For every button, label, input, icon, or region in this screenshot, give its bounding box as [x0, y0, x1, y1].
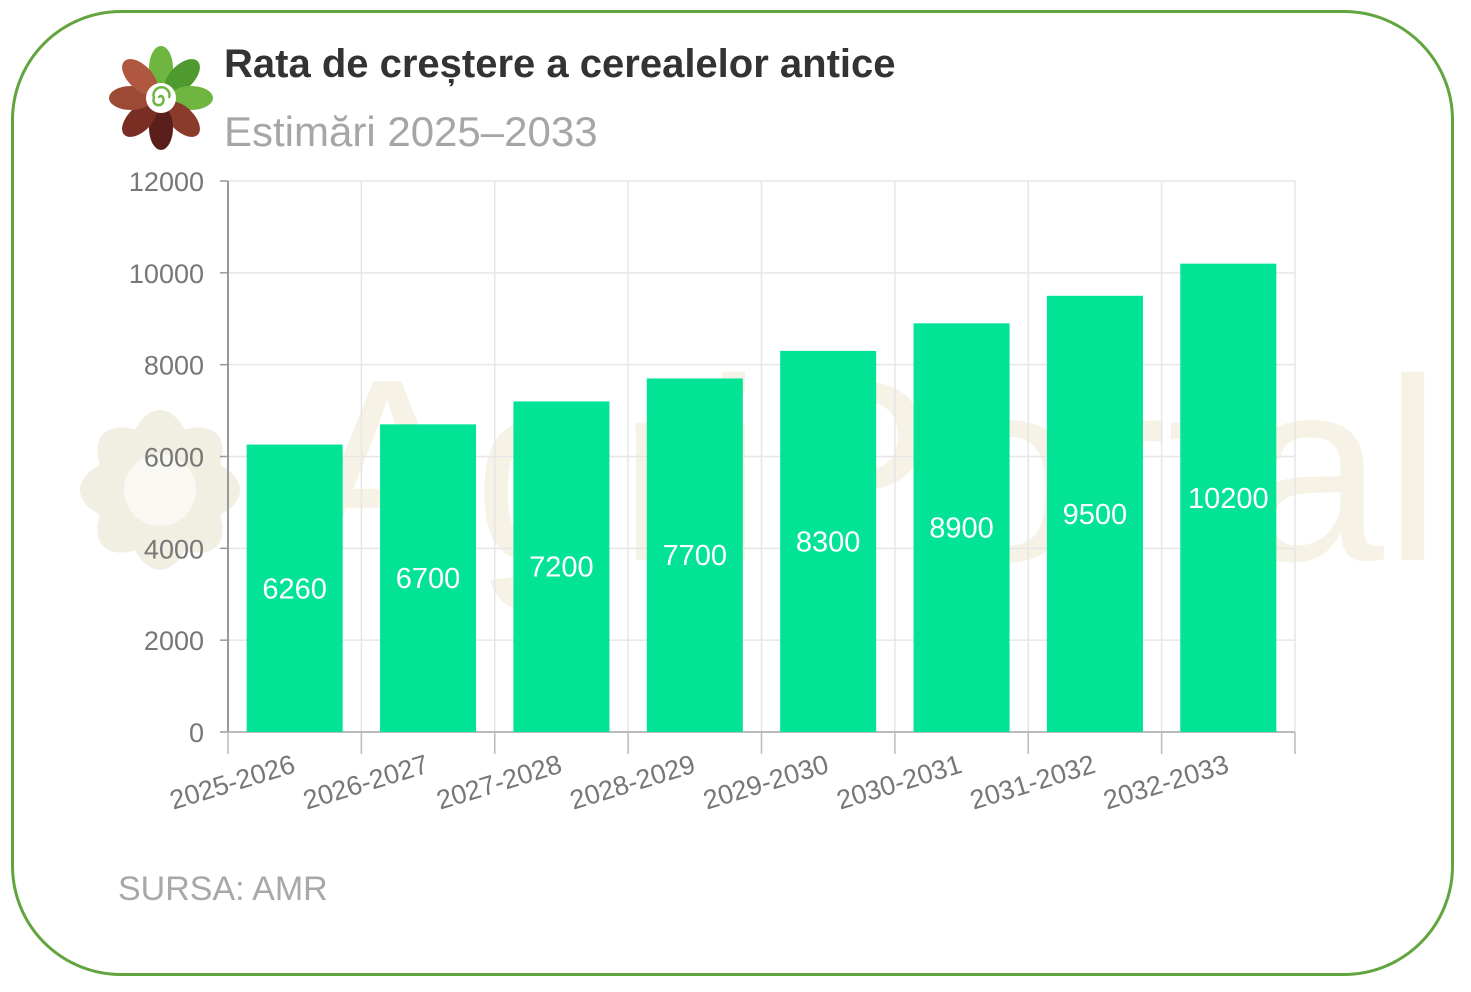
x-tick-label: 2032-2033	[1100, 749, 1232, 815]
x-tick-label: 2028-2029	[566, 749, 698, 815]
bar-data-label: 6260	[262, 573, 327, 605]
y-tick-label: 4000	[144, 534, 204, 564]
bar-data-label: 9500	[1063, 499, 1128, 531]
bar	[913, 323, 1010, 732]
bar	[246, 444, 343, 732]
y-tick-label: 6000	[144, 443, 204, 473]
x-tick-label: 2029-2030	[700, 749, 832, 815]
x-tick-label: 2031-2032	[966, 749, 1098, 815]
bar-data-label: 10200	[1188, 483, 1269, 515]
bar-data-label: 7200	[529, 552, 594, 584]
y-tick-label: 2000	[144, 626, 204, 656]
bar	[380, 424, 477, 732]
x-tick-label: 2025-2026	[166, 749, 298, 815]
bar	[646, 378, 743, 732]
x-tick-label: 2030-2031	[833, 749, 965, 815]
y-tick-label: 10000	[129, 259, 204, 289]
bar-data-label: 8900	[929, 513, 994, 545]
chart-title: Rata de creștere a cerealelor antice	[224, 42, 896, 86]
bar	[513, 401, 610, 732]
bar-data-label: 8300	[796, 526, 861, 558]
watermark-flower-icon	[80, 410, 240, 570]
bar-data-label: 7700	[663, 540, 728, 572]
bar	[1046, 295, 1143, 732]
x-tick-label: 2027-2028	[433, 749, 565, 815]
chart-subtitle: Estimări 2025–2033	[224, 108, 598, 155]
x-tick-label: 2026-2027	[300, 749, 432, 815]
bar	[780, 350, 877, 732]
bar	[1180, 263, 1277, 732]
source-note: SURSA: AMR	[118, 870, 328, 908]
logo-flower-icon	[109, 46, 213, 150]
bar-data-label: 6700	[396, 563, 461, 595]
y-tick-label: 8000	[144, 351, 204, 381]
y-tick-label: 0	[189, 718, 204, 748]
y-tick-label: 12000	[129, 167, 204, 197]
